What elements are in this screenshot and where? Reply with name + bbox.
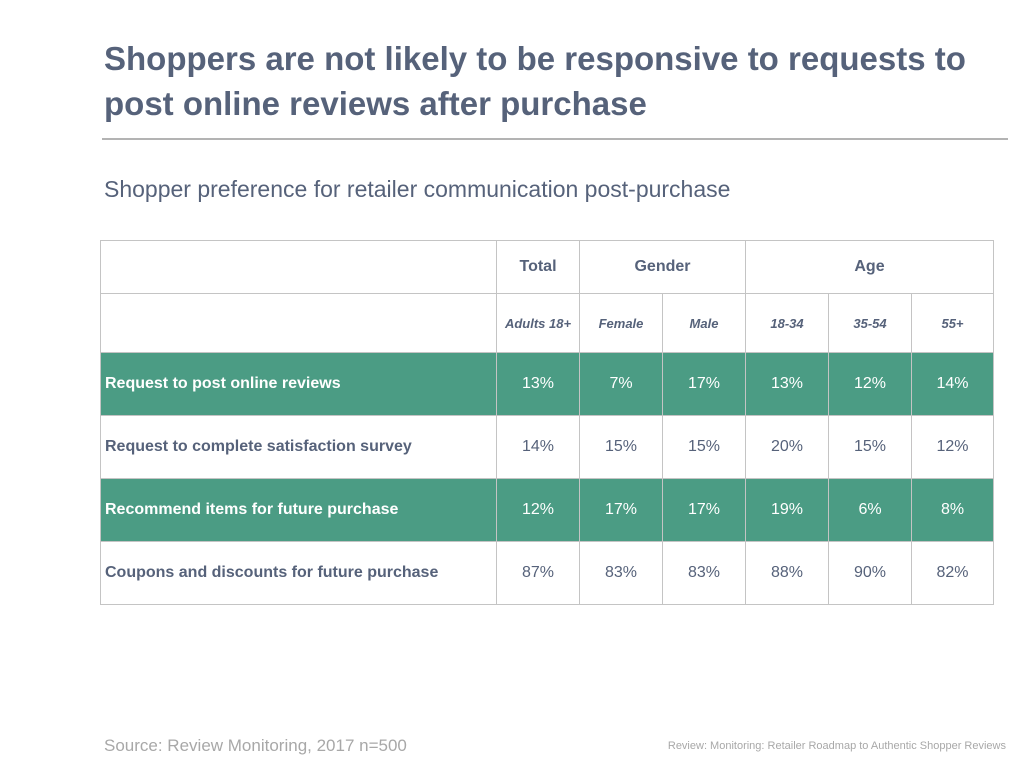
value-cell: 14%: [911, 352, 994, 416]
table-row: Request to post online reviews 13% 7% 17% 13…: [100, 352, 994, 416]
row-label: Recommend items for future purchase: [100, 478, 497, 542]
value-cell: 12%: [496, 478, 580, 542]
value-cell: 83%: [579, 541, 663, 605]
header-total: Total: [496, 240, 580, 294]
value-cell: 19%: [745, 478, 829, 542]
value-cell: 7%: [579, 352, 663, 416]
value-cell: 17%: [662, 478, 746, 542]
table-row: Coupons and discounts for future purchas…: [100, 541, 994, 605]
table-row: Request to complete satisfaction survey 1…: [100, 415, 994, 479]
value-cell: 88%: [745, 541, 829, 605]
value-cell: 8%: [911, 478, 994, 542]
title-divider: [102, 138, 1008, 140]
value-cell: 20%: [745, 415, 829, 479]
value-cell: 15%: [828, 415, 912, 479]
subheader-55plus: 55+: [911, 293, 994, 353]
subheader-male: Male: [662, 293, 746, 353]
value-cell: 13%: [745, 352, 829, 416]
row-label: Request to post online reviews: [100, 352, 497, 416]
header-gender: Gender: [579, 240, 746, 294]
value-cell: 15%: [662, 415, 746, 479]
subheader-female: Female: [579, 293, 663, 353]
value-cell: 12%: [911, 415, 994, 479]
empty-corner-2: [100, 293, 497, 353]
value-cell: 87%: [496, 541, 580, 605]
row-label: Request to complete satisfaction survey: [100, 415, 497, 479]
sub-header-row: Adults 18+ Female Male 18-34 35-54 55+: [100, 293, 994, 353]
subheader-18-34: 18-34: [745, 293, 829, 353]
table-subtitle: Shopper preference for retailer communic…: [104, 176, 731, 202]
value-cell: 83%: [662, 541, 746, 605]
header-age: Age: [745, 240, 994, 294]
value-cell: 13%: [496, 352, 580, 416]
page-title: Shoppers are not likely to be responsive…: [104, 40, 966, 122]
value-cell: 90%: [828, 541, 912, 605]
value-cell: 6%: [828, 478, 912, 542]
row-label: Coupons and discounts for future purchas…: [100, 541, 497, 605]
value-cell: 15%: [579, 415, 663, 479]
value-cell: 17%: [662, 352, 746, 416]
value-cell: 82%: [911, 541, 994, 605]
group-header-row: Total Gender Age: [100, 240, 994, 294]
value-cell: 14%: [496, 415, 580, 479]
credit-note: Review: Monitoring: Retailer Roadmap to …: [667, 740, 1006, 752]
subheader-adults: Adults 18+: [496, 293, 580, 353]
table-row: Recommend items for future purchase 12% 17…: [100, 478, 994, 542]
preference-table: Total Gender Age Adults 18+ Female Male …: [100, 240, 994, 605]
value-cell: 12%: [828, 352, 912, 416]
empty-corner: [100, 240, 497, 294]
value-cell: 17%: [579, 478, 663, 542]
subheader-35-54: 35-54: [828, 293, 912, 353]
source-note: Source: Review Monitoring, 2017 n=500: [104, 736, 407, 755]
